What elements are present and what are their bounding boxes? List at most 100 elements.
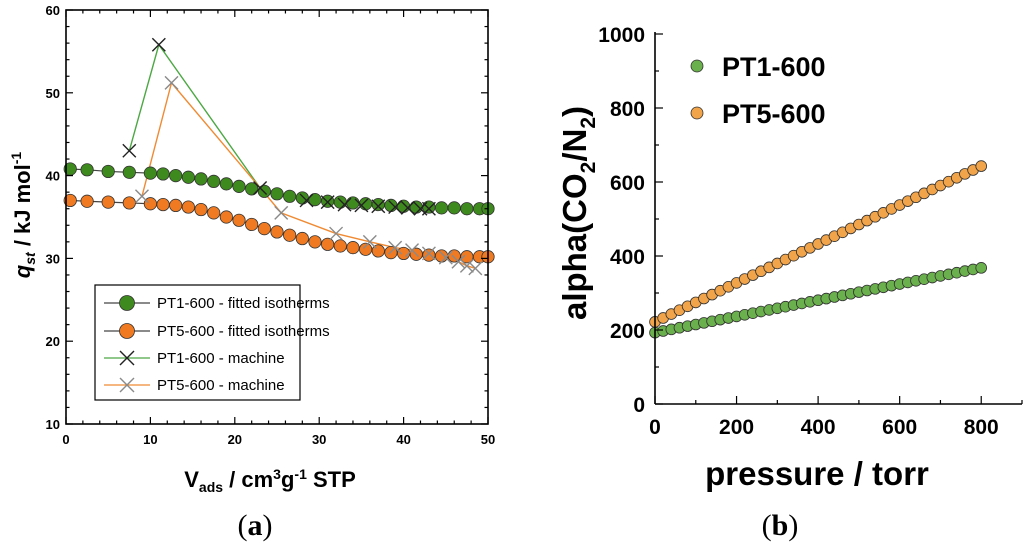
y-tick-label: 20 [46, 334, 60, 349]
data-point [975, 262, 988, 274]
y-tick-label: 800 [610, 98, 645, 121]
data-point [459, 258, 474, 273]
series-line-2 [128, 43, 429, 210]
data-point [283, 228, 297, 242]
data-point [274, 205, 289, 220]
panel-b-x-axis-title: pressure / torr [705, 455, 929, 492]
data-point [232, 179, 246, 193]
data-point [388, 240, 403, 255]
legend-entry: PT1-600 - machine [104, 350, 285, 367]
data-point [371, 199, 386, 214]
data-point [447, 201, 461, 215]
legend-entry: PT1-600 [690, 52, 826, 82]
data-point [219, 210, 233, 224]
data-point [207, 206, 221, 220]
panel-a-label: (a) [238, 509, 273, 542]
panel-b-label: (b) [762, 509, 799, 542]
x-tick-label: 600 [882, 416, 917, 439]
data-point [101, 164, 115, 179]
data-point [122, 165, 136, 179]
data-point [460, 202, 474, 216]
legend-marker [119, 323, 135, 339]
data-point [421, 246, 436, 261]
panel-b-axes: 0 200 400 600 800 0 200 400 600 800 1000 [598, 24, 1023, 439]
data-point [333, 239, 347, 253]
panel-b-y-axis-title: alpha(CO2/N2) [556, 106, 600, 320]
x-tick-label: 400 [801, 416, 836, 439]
legend-marker [119, 295, 135, 311]
data-point [359, 197, 373, 211]
panel-a-legend: PT1-600 - fitted isotherms PT5-600 - fitt… [94, 284, 330, 401]
data-point [421, 201, 436, 216]
panel-b-marks [649, 160, 988, 339]
data-point [63, 193, 77, 208]
data-point [181, 200, 195, 214]
data-point [337, 197, 352, 212]
data-point [422, 200, 436, 214]
legend-marker [690, 106, 704, 120]
data-point [308, 193, 322, 207]
data-point [207, 174, 221, 188]
y-tick-label: 400 [610, 246, 645, 269]
data-point [434, 201, 449, 215]
legend-label: PT5-600 - fitted isotherms [157, 323, 330, 340]
x-tick-label: 0 [649, 416, 661, 439]
y-tick-label: 200 [610, 320, 645, 343]
legend-entry: PT5-600 - fitted isotherms [104, 323, 330, 340]
data-point [122, 143, 137, 158]
legend-label: PT1-600 - fitted isotherms [157, 295, 330, 312]
data-point [80, 194, 94, 208]
panel-a-frame [65, 9, 489, 425]
data-point [346, 196, 360, 210]
legend-entry: PT5-600 - machine [104, 377, 285, 394]
data-point [257, 221, 271, 236]
data-point [169, 169, 183, 183]
data-point [333, 195, 347, 209]
data-point [400, 200, 415, 215]
panel-a-marks [63, 37, 495, 276]
y-tick-label: 60 [46, 3, 60, 18]
data-point [434, 249, 449, 263]
data-point [329, 226, 344, 241]
data-point [101, 195, 115, 209]
data-point [245, 182, 259, 196]
legend-marker [119, 377, 135, 393]
legend-marker [690, 59, 704, 73]
data-point [270, 187, 284, 201]
legend-entry: PT1-600 - fitted isotherms [104, 295, 330, 312]
panel-a-x-axis-title: Vads / cm3g-1 STP [184, 466, 356, 495]
data-point [169, 198, 183, 213]
y-tick-label: 600 [610, 172, 645, 195]
x-tick-label: 0 [62, 432, 69, 447]
data-point [156, 197, 170, 212]
x-tick-label: 200 [719, 416, 754, 439]
data-point [164, 75, 179, 90]
panel-a-y-axis-title: qst / kJ mol-1 [8, 152, 38, 279]
legend-marker [119, 350, 135, 366]
legend-entry: PT5-600 [690, 99, 826, 129]
data-point [447, 249, 461, 263]
legend-label: PT5-600 [722, 99, 826, 129]
x-tick-label: 20 [228, 432, 242, 447]
data-point [253, 181, 268, 196]
y-tick-label: 0 [633, 394, 645, 417]
data-point [194, 172, 208, 186]
legend-label: PT1-600 [722, 52, 826, 82]
x-tick-label: 40 [396, 432, 410, 447]
data-point [438, 250, 453, 265]
data-point [181, 170, 195, 184]
data-point [122, 196, 136, 210]
data-point [80, 163, 94, 177]
data-point [320, 195, 335, 210]
data-point [295, 191, 309, 205]
data-point [362, 234, 377, 249]
y-tick-label: 1000 [598, 24, 645, 47]
data-point [371, 197, 385, 212]
panel-b-legend: PT1-600 PT5-600 [690, 52, 826, 129]
data-point [346, 241, 360, 255]
data-point [283, 189, 297, 203]
data-point [151, 37, 166, 52]
